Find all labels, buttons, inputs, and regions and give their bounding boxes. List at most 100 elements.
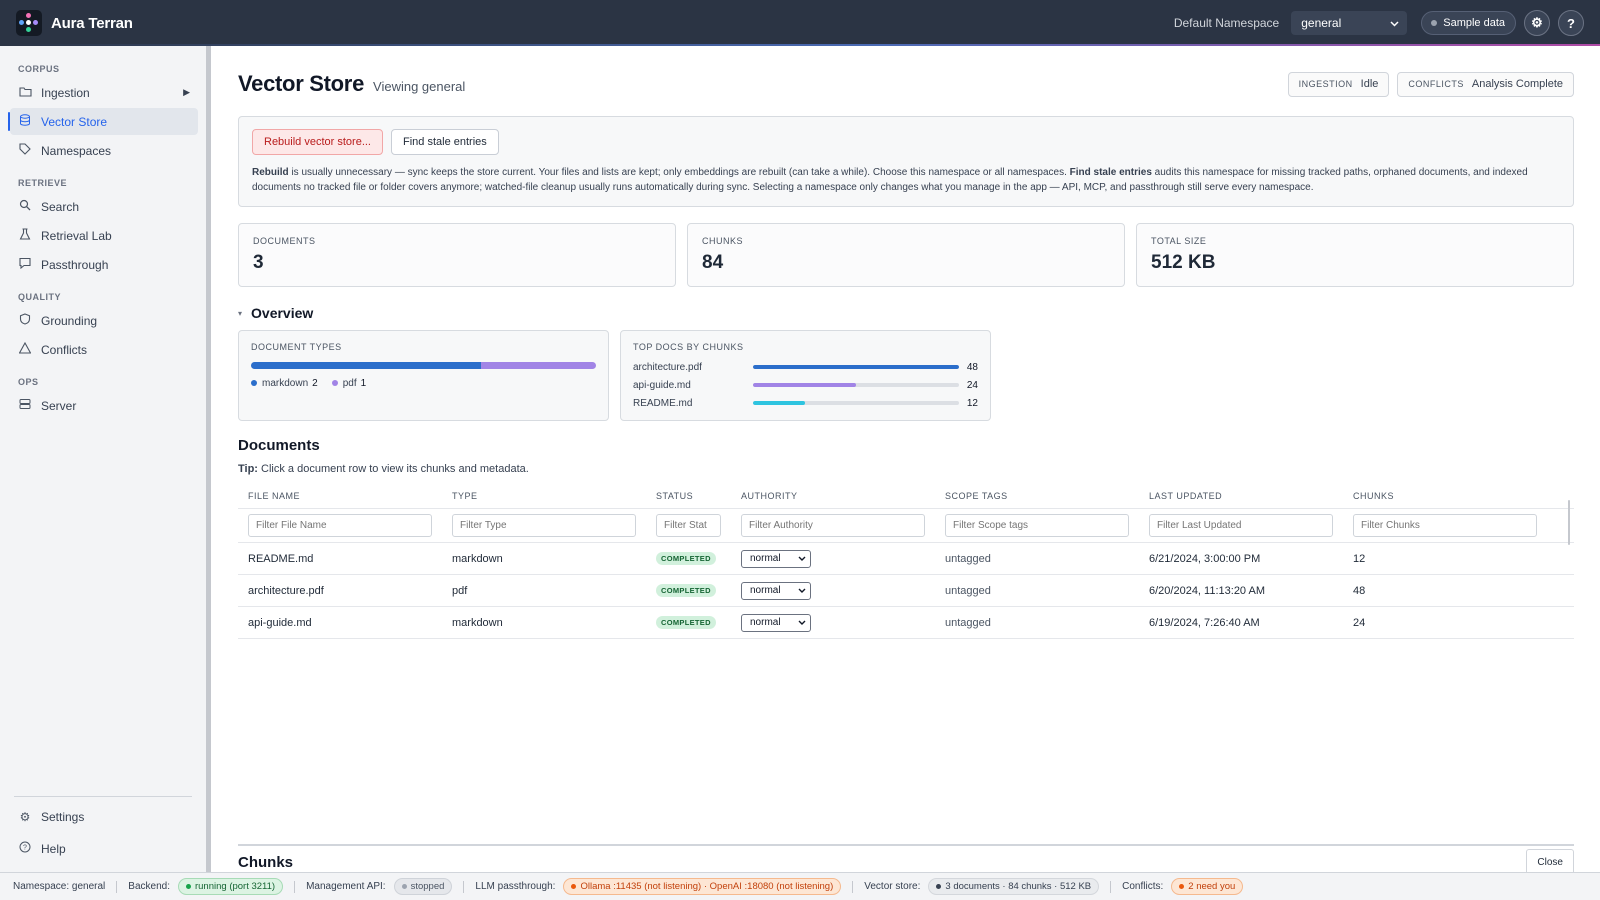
legend-item-pdf: pdf 1: [331, 378, 366, 389]
type-bar-segment-pdf: [481, 362, 596, 369]
authority-cell: normal: [731, 581, 935, 600]
column-header-chunks[interactable]: CHUNKS: [1353, 491, 1395, 501]
top-doc-name: api-guide.md: [633, 379, 691, 391]
top-doc-name: README.md: [633, 397, 693, 409]
find-stale-entries-button[interactable]: Find stale entries: [391, 129, 499, 155]
sidebar-item-server[interactable]: Server: [10, 392, 198, 419]
stat-label: DOCUMENTS: [253, 236, 316, 246]
sidebar-item-namespaces[interactable]: Namespaces: [10, 137, 198, 164]
rebuild-vector-store-button[interactable]: Rebuild vector store...: [252, 129, 383, 155]
filter-input-authority[interactable]: [741, 514, 925, 537]
sidebar-bottom: ⚙ Settings ? Help: [0, 796, 206, 864]
vector-store-label: Vector store:: [864, 881, 921, 892]
column-header-status[interactable]: STATUS: [656, 491, 694, 501]
table-header-row: FILE NAME TYPE STATUS AUTHORITY SCOPE TAGS LA…: [238, 484, 1574, 508]
database-icon: [18, 114, 32, 129]
table-row[interactable]: architecture.pdf pdf COMPLETED normal untagg…: [238, 575, 1574, 607]
overview-toggle[interactable]: ▾ Overview: [238, 305, 1574, 321]
status-badge: COMPLETED: [656, 584, 716, 597]
collapse-icon: ▾: [238, 308, 243, 318]
help-button[interactable]: ?: [1558, 10, 1584, 36]
tag-icon: [18, 143, 32, 158]
status-cell: COMPLETED: [646, 584, 731, 597]
help-rebuild-term: Rebuild: [252, 167, 289, 178]
status-cell: COMPLETED: [646, 552, 731, 565]
stat-value: 512 KB: [1151, 252, 1216, 273]
sidebar-item-vector-store[interactable]: Vector Store: [8, 108, 198, 135]
badge-value: Idle: [1360, 78, 1379, 90]
sidebar-divider: [14, 796, 192, 797]
conflicts-status-badge[interactable]: 2 need you: [1171, 878, 1244, 895]
sidebar-item-help[interactable]: ? Help: [10, 835, 198, 862]
filter-input-type[interactable]: [452, 514, 636, 537]
tip-text: Click a document row to view its chunks …: [257, 463, 529, 475]
authority-select[interactable]: normal: [741, 613, 811, 632]
documents-section: Documents Tip: Click a document row to v…: [238, 437, 1574, 475]
help-stale-term: Find stale entries: [1069, 167, 1152, 178]
filter-input-status[interactable]: [656, 514, 721, 537]
sidebar-item-label: Search: [41, 199, 80, 214]
top-doc-row: architecture.pdf 48: [633, 358, 978, 376]
page-title: Vector Store: [238, 71, 365, 96]
help-icon: ?: [18, 841, 32, 856]
sidebar-item-label: Passthrough: [41, 257, 109, 272]
sidebar-item-label: Ingestion: [41, 85, 90, 100]
column-header-authority[interactable]: AUTHORITY: [741, 491, 798, 501]
ingestion-status-badge: INGESTION Idle: [1287, 71, 1390, 97]
authority-select[interactable]: normal: [741, 581, 811, 600]
column-header-scope[interactable]: SCOPE TAGS: [945, 491, 1008, 501]
table-row[interactable]: README.md markdown COMPLETED normal untagged…: [238, 543, 1574, 575]
filter-input-file[interactable]: [248, 514, 432, 537]
top-doc-row: api-guide.md 24: [633, 376, 978, 394]
table-scrollbar[interactable]: [1568, 500, 1570, 545]
document-types-legend: markdown 2 pdf 1: [251, 378, 596, 389]
top-doc-value: 24: [966, 379, 978, 391]
footer-namespace: Namespace: general: [13, 881, 106, 892]
llm-passthrough-status-badge[interactable]: Ollama :11435 (not listening) · OpenAI :…: [563, 878, 842, 895]
legend-label: markdown: [262, 378, 309, 389]
sidebar-item-settings[interactable]: ⚙ Settings: [10, 803, 198, 830]
cell-type: pdf: [452, 584, 468, 597]
chevron-down-icon: [798, 617, 806, 628]
chevron-right-icon[interactable]: ▶: [183, 87, 190, 97]
sample-data-button[interactable]: Sample data: [1421, 11, 1516, 35]
conflicts-status-text: 2 need you: [1188, 881, 1236, 892]
authority-value: normal: [750, 617, 781, 628]
filter-input-scope[interactable]: [945, 514, 1129, 537]
authority-select[interactable]: normal: [741, 549, 811, 568]
document-types-card: DOCUMENT TYPES markdown 2 pdf 1: [238, 330, 609, 421]
nav-section-quality: QUALITY Grounding Conflicts: [0, 286, 206, 363]
backend-status-badge[interactable]: running (port 3211): [177, 878, 284, 895]
sidebar-item-passthrough[interactable]: Passthrough: [10, 251, 198, 278]
column-header-type[interactable]: TYPE: [452, 491, 478, 501]
badge-key: CONFLICTS: [1408, 79, 1464, 89]
filter-input-updated[interactable]: [1149, 514, 1333, 537]
sidebar-item-conflicts[interactable]: Conflicts: [10, 336, 198, 363]
search-icon: [18, 199, 32, 214]
sidebar-item-grounding[interactable]: Grounding: [10, 307, 198, 334]
help-text-part: audits this namespace for missing tracke…: [252, 167, 1528, 193]
close-chunks-button[interactable]: Close: [1526, 849, 1574, 875]
table-row[interactable]: api-guide.md markdown COMPLETED normal untag…: [238, 607, 1574, 639]
stats-row: DOCUMENTS 3 CHUNKS 84 TOTAL SIZE 512 KB: [238, 223, 1574, 287]
nav-section-ops: OPS Server: [0, 371, 206, 419]
column-header-file[interactable]: FILE NAME: [248, 491, 301, 501]
sidebar-item-ingestion[interactable]: Ingestion ▶: [10, 79, 198, 106]
sidebar-item-label: Conflicts: [41, 342, 88, 357]
cell-scope: untagged: [945, 552, 991, 565]
filter-input-chunks[interactable]: [1353, 514, 1537, 537]
sidebar-item-retrieval-lab[interactable]: Retrieval Lab: [10, 222, 198, 249]
column-header-updated[interactable]: LAST UPDATED: [1149, 491, 1223, 501]
chevron-down-icon: [798, 553, 806, 564]
sidebar-item-search[interactable]: Search: [10, 193, 198, 220]
cell-file: architecture.pdf: [248, 584, 324, 597]
top-doc-row: README.md 12: [633, 394, 978, 412]
top-doc-bar-fill: [753, 401, 805, 405]
divider: [852, 880, 854, 893]
namespace-select[interactable]: general: [1291, 11, 1408, 35]
vector-store-status-badge[interactable]: 3 documents · 84 chunks · 512 KB: [928, 878, 1100, 895]
llm-passthrough-status-text: Ollama :11435 (not listening) · OpenAI :…: [580, 881, 834, 892]
cell-type: markdown: [452, 616, 503, 629]
management-api-status-badge[interactable]: stopped: [393, 878, 453, 895]
settings-button[interactable]: ⚙: [1524, 10, 1550, 36]
